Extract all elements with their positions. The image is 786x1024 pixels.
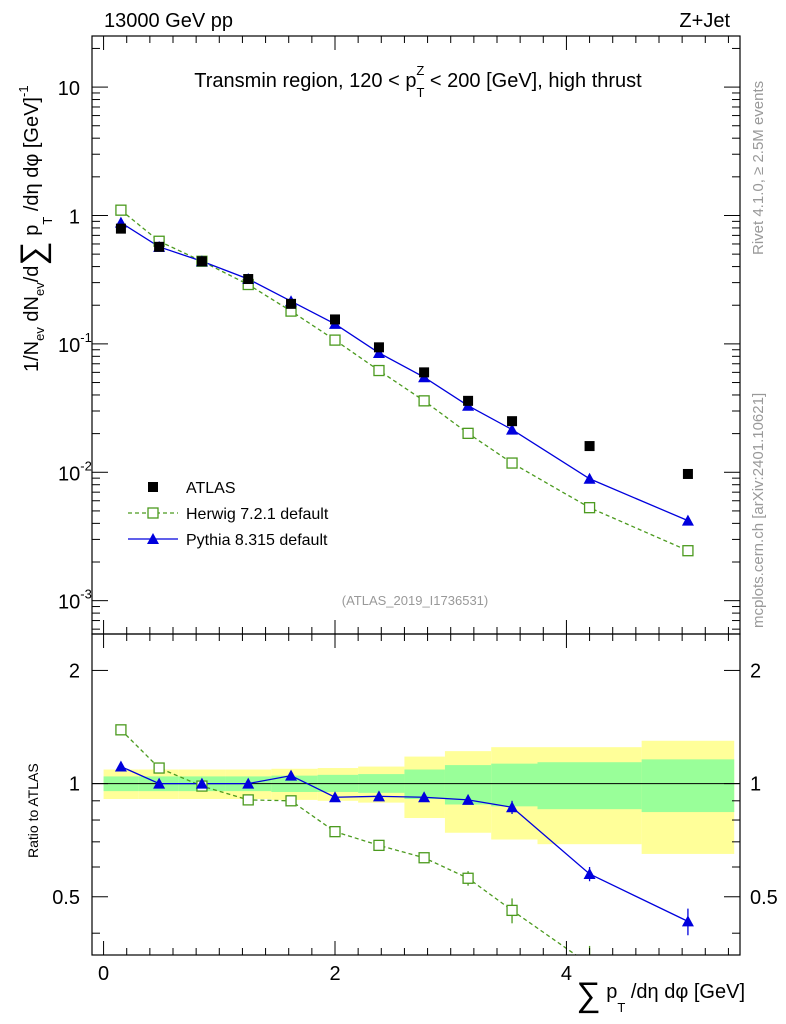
ratio-pythia-point-2 (195, 777, 208, 789)
atlas-point-6 (373, 342, 384, 353)
ratio-pythia-point-11 (681, 915, 694, 927)
ratio-inner-band-10 (537, 762, 642, 810)
pythia-point-6 (372, 346, 385, 358)
main-panel: Transmin region, 120 < pTZ < 200 [GeV], … (58, 35, 741, 635)
ratio-frame (91, 633, 741, 956)
y-axis-title: 1/Nev dNev/d∑ pT /dη dφ [GeV]-1 (14, 85, 55, 372)
ratio-ytick-label-right-1: 1 (750, 774, 761, 796)
atlas-point-7 (419, 367, 430, 378)
herwig-point-10 (583, 502, 596, 514)
ratio-pythia-point-0 (114, 760, 127, 772)
ratio-inner-band-11 (641, 759, 735, 813)
x-axis-title: ∑ pT /dη dφ [GeV] (576, 976, 745, 1015)
x-tick-label-1: 2 (329, 963, 340, 985)
ratio-pythia-point-4 (285, 769, 298, 781)
ratio-ytick-label-2: 2 (69, 660, 80, 682)
atlas-point-10 (584, 441, 595, 452)
ratio-ytick-label-right-0: 0.5 (750, 887, 778, 909)
herwig-point-5 (329, 334, 341, 346)
ratio-inner-band-9 (491, 763, 538, 807)
legend-herwig-marker (147, 507, 159, 519)
legend: ATLAS Herwig 7.2.1 default Pythia 8.315 … (128, 480, 329, 549)
ratio-herwig-point-9 (506, 904, 518, 917)
main-ytick-label-1: 10-2 (58, 458, 92, 485)
ratio-pythia-line (120, 765, 689, 922)
atlas-point-1 (154, 241, 165, 252)
pythia-point-10 (583, 472, 596, 484)
pythia-point-11 (681, 514, 694, 526)
ratio-pythia-point-8 (462, 793, 475, 805)
atlas-point-0 (115, 223, 126, 234)
ratio-herwig-point-5 (329, 826, 341, 838)
ratio-herwig-point-7 (418, 852, 430, 864)
analysis-watermark: (ATLAS_2019_I1736531) (342, 593, 488, 608)
ratio-y-axis-title: Ratio to ATLAS (25, 763, 41, 858)
herwig-point-9 (506, 457, 518, 469)
atlas-point-2 (196, 256, 207, 267)
legend-atlas-label: ATLAS (186, 480, 236, 497)
ratio-pythia-point-7 (418, 791, 431, 803)
legend-herwig-label: Herwig 7.2.1 default (186, 506, 329, 523)
ratio-herwig-point-1 (153, 762, 165, 774)
ratio-herwig-point-10 (585, 960, 595, 970)
rivet-label: Rivet 4.1.0, ≥ 2.5M events (750, 81, 767, 255)
ratio-pythia-point-6 (372, 790, 385, 802)
herwig-point-11 (682, 545, 694, 557)
ratio-pythia-point-3 (242, 777, 255, 789)
ratio-pythia-point-9 (506, 801, 519, 813)
main-ytick-label-0: 10-3 (58, 587, 92, 614)
herwig-point-6 (373, 364, 385, 377)
herwig-point-7 (418, 395, 430, 407)
x-tick-label-0: 0 (98, 963, 109, 985)
pythia-line (120, 222, 689, 522)
atlas-point-11 (682, 468, 693, 479)
legend-atlas-marker (148, 482, 158, 492)
mcplots-label: mcplots.cern.ch [arXiv:2401.10621] (750, 393, 767, 628)
main-ytick-label-4: 10 (58, 78, 80, 100)
ratio-herwig-point-3 (242, 794, 254, 806)
process-label: Z+Jet (679, 10, 730, 32)
x-tick-label-2: 4 (561, 963, 572, 985)
atlas-point-3 (243, 274, 254, 285)
atlas-point-9 (507, 416, 518, 427)
ratio-herwig-point-8 (462, 872, 474, 884)
ratio-ytick-label-1: 1 (69, 774, 80, 796)
main-title: Transmin region, 120 < pTZ < 200 [GeV], … (194, 63, 642, 100)
main-ytick-label-2: 10-1 (58, 330, 92, 357)
ratio-herwig-point-11 (683, 1005, 693, 1015)
ratio-ytick-label-0: 0.5 (52, 887, 80, 909)
herwig-point-0 (115, 204, 127, 216)
energy-label: 13000 GeV pp (104, 10, 233, 32)
ratio-herwig-point-0 (115, 724, 127, 736)
ratio-ytick-label-right-2: 2 (750, 660, 761, 682)
ratio-panel: 0.5 0.5 1 1 2 2 (52, 633, 778, 1015)
legend-pythia-label: Pythia 8.315 default (186, 532, 328, 549)
atlas-point-5 (330, 314, 340, 325)
legend-pythia-marker (147, 533, 159, 544)
ratio-herwig-point-4 (285, 795, 297, 807)
atlas-point-4 (286, 298, 297, 309)
ratio-pythia-point-1 (153, 777, 166, 789)
ratio-pythia-point-10 (583, 867, 596, 879)
pythia-point-9 (506, 423, 519, 435)
atlas-point-8 (463, 395, 474, 406)
ratio-herwig-point-6 (373, 839, 385, 852)
herwig-point-8 (462, 427, 474, 439)
main-ytick-label-3: 1 (69, 206, 80, 228)
ratio-pythia-point-5 (329, 791, 341, 803)
